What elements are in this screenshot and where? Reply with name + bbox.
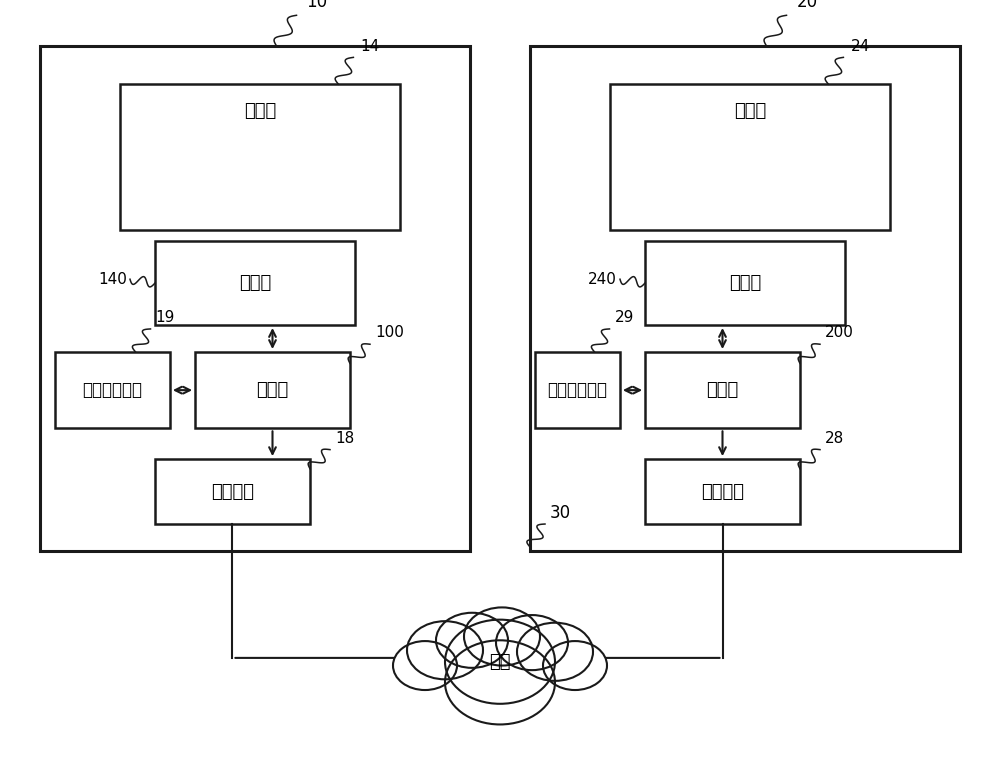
Text: 通信模块: 通信模块 — [211, 483, 254, 500]
Bar — [120, 84, 400, 230]
Bar — [610, 84, 890, 230]
Text: 240: 240 — [588, 272, 617, 287]
Text: 24: 24 — [850, 38, 870, 54]
Text: 输入输出接口: 输入输出接口 — [548, 381, 608, 399]
Text: 200: 200 — [825, 325, 854, 340]
Bar — [645, 352, 800, 428]
Text: 通信模块: 通信模块 — [701, 483, 744, 500]
Bar — [155, 241, 355, 325]
Text: 14: 14 — [360, 38, 380, 54]
Circle shape — [436, 613, 508, 668]
Text: 数据库: 数据库 — [239, 274, 271, 292]
Text: 100: 100 — [375, 325, 404, 340]
Bar — [530, 46, 960, 551]
Bar — [535, 352, 620, 428]
Text: 140: 140 — [98, 272, 127, 287]
Text: 处理器: 处理器 — [256, 381, 289, 399]
Text: 处理器: 处理器 — [706, 381, 739, 399]
Bar — [195, 352, 350, 428]
Circle shape — [445, 620, 555, 704]
Text: 30: 30 — [550, 503, 571, 522]
Bar — [155, 459, 310, 524]
Text: 数据库: 数据库 — [729, 274, 761, 292]
Text: 18: 18 — [335, 431, 354, 446]
Circle shape — [517, 623, 593, 681]
Text: 10: 10 — [306, 0, 328, 11]
Circle shape — [407, 621, 483, 679]
Bar — [645, 241, 845, 325]
Bar — [55, 352, 170, 428]
Circle shape — [393, 641, 457, 690]
Text: 输入输出接口: 输入输出接口 — [82, 381, 143, 399]
Text: 19: 19 — [156, 310, 175, 325]
Circle shape — [543, 641, 607, 690]
Circle shape — [464, 607, 540, 666]
Text: 20: 20 — [797, 0, 818, 11]
Text: 存储器: 存储器 — [244, 102, 276, 120]
Circle shape — [496, 615, 568, 670]
Bar — [40, 46, 470, 551]
Text: 存储器: 存储器 — [734, 102, 766, 120]
Text: 网络: 网络 — [489, 653, 511, 671]
Text: 29: 29 — [614, 310, 634, 325]
Circle shape — [445, 640, 555, 724]
Bar — [645, 459, 800, 524]
Text: 28: 28 — [825, 431, 844, 446]
